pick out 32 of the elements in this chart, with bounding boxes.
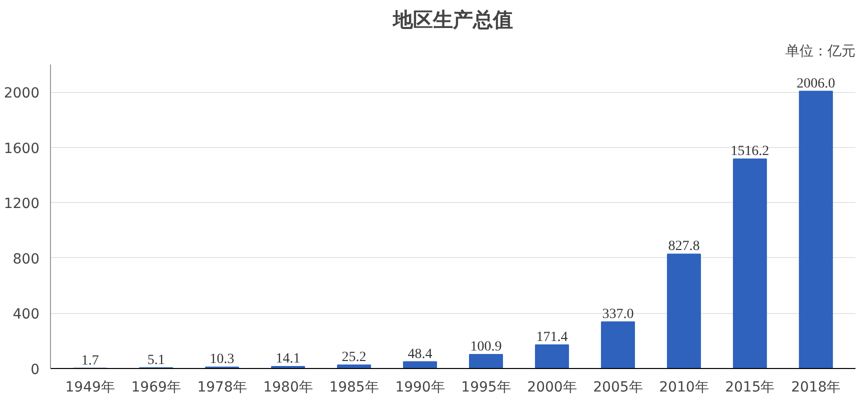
data-label: 337.0 [602, 306, 634, 322]
x-tick-label: 1969年 [131, 380, 181, 396]
x-tick-label: 2015年 [725, 380, 775, 396]
data-label: 14.1 [276, 352, 300, 367]
y-tick-label: 800 [12, 251, 40, 268]
x-tick-label: 1995年 [461, 380, 511, 396]
x-tick-label: 1985年 [329, 380, 379, 396]
x-tick-label: 1980年 [263, 380, 313, 396]
data-label: 2006.0 [796, 76, 836, 92]
y-tick-label: 1600 [4, 140, 40, 157]
x-tick-label: 1978年 [197, 380, 247, 396]
y-tick-label: 0 [30, 362, 40, 378]
data-label: 171.4 [536, 330, 568, 345]
y-tick-label: 2000 [4, 86, 40, 102]
data-label: 48.4 [408, 346, 432, 362]
text: 单位：亿元 [786, 44, 856, 60]
x-tick-label: 2010年 [659, 380, 709, 396]
data-label: 5.1 [147, 352, 165, 368]
data-label: 10.3 [210, 352, 234, 368]
y-tick-label: 400 [12, 306, 40, 323]
x-tick-label: 1990年 [395, 380, 445, 396]
x-tick-label: 2005年 [593, 380, 643, 396]
data-label: 827.8 [668, 239, 700, 254]
data-label: 1.7 [81, 353, 99, 368]
y-tick-label: 1200 [4, 196, 40, 212]
x-tick-label: 2000年 [527, 380, 577, 396]
x-tick-label: 2018年 [791, 380, 841, 396]
chart-title: 地区生产总值 [392, 8, 513, 32]
data-label: 1516.2 [730, 144, 770, 159]
data-label: 25.2 [342, 350, 366, 366]
data-label: 100.9 [470, 340, 502, 355]
x-tick-label: 1949年 [65, 380, 115, 396]
